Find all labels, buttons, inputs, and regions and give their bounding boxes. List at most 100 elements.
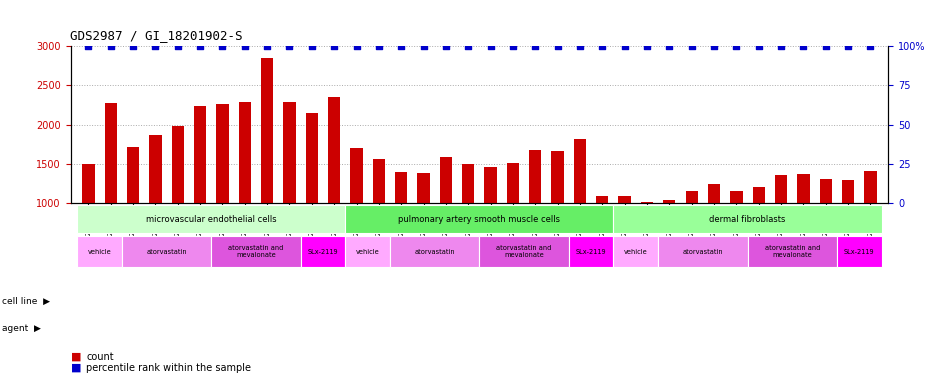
Bar	[351, 148, 363, 282]
Point	[461, 43, 476, 49]
Bar	[127, 147, 139, 282]
Point	[595, 43, 610, 49]
Bar	[239, 102, 251, 282]
Point	[438, 43, 453, 49]
Text: atorvastatin and
mevalonate: atorvastatin and mevalonate	[228, 245, 284, 258]
Point	[728, 43, 744, 49]
Bar	[753, 187, 765, 282]
Point	[282, 43, 297, 49]
Point	[751, 43, 766, 49]
Point	[550, 43, 565, 49]
Bar	[149, 135, 162, 282]
Point	[305, 43, 320, 49]
Bar	[664, 200, 676, 282]
Bar	[529, 150, 541, 282]
Bar	[573, 139, 587, 282]
Bar	[820, 179, 832, 282]
Point	[326, 43, 341, 49]
Text: SLx-2119: SLx-2119	[844, 249, 874, 255]
Point	[126, 43, 141, 49]
Text: SLx-2119: SLx-2119	[307, 249, 338, 255]
Point	[818, 43, 833, 49]
Bar	[345, 205, 614, 233]
Point	[394, 43, 409, 49]
Text: atorvastatin: atorvastatin	[147, 249, 187, 255]
Bar	[658, 237, 747, 267]
Text: pulmonary artery smooth muscle cells: pulmonary artery smooth muscle cells	[399, 215, 560, 223]
Bar	[797, 174, 809, 282]
Text: atorvastatin: atorvastatin	[415, 249, 455, 255]
Point	[774, 43, 789, 49]
Point	[483, 43, 498, 49]
Text: vehicle: vehicle	[87, 249, 112, 255]
Bar	[345, 237, 390, 267]
Point	[170, 43, 185, 49]
Bar	[306, 113, 318, 282]
Bar	[864, 171, 877, 282]
Point	[707, 43, 722, 49]
Bar	[82, 164, 95, 282]
Point	[416, 43, 431, 49]
Point	[527, 43, 542, 49]
Bar	[614, 205, 882, 233]
Bar	[417, 173, 430, 282]
Bar	[77, 205, 345, 233]
Bar	[283, 102, 295, 282]
Text: ■: ■	[70, 352, 81, 362]
Text: vehicle: vehicle	[356, 249, 380, 255]
Point	[148, 43, 163, 49]
Point	[840, 43, 855, 49]
Bar	[708, 184, 720, 282]
Point	[506, 43, 521, 49]
Point	[215, 43, 230, 49]
Point	[618, 43, 633, 49]
Bar	[730, 191, 743, 282]
Bar	[328, 97, 340, 282]
Text: microvascular endothelial cells: microvascular endothelial cells	[146, 215, 276, 223]
Text: atorvastatin and
mevalonate: atorvastatin and mevalonate	[496, 245, 552, 258]
Bar	[479, 237, 569, 267]
Bar	[194, 106, 206, 282]
Point	[193, 43, 208, 49]
Text: atorvastatin and
mevalonate: atorvastatin and mevalonate	[764, 245, 820, 258]
Bar	[507, 163, 519, 282]
Bar	[216, 104, 228, 282]
Text: percentile rank within the sample: percentile rank within the sample	[86, 363, 252, 373]
Point	[81, 43, 96, 49]
Text: atorvastatin: atorvastatin	[682, 249, 723, 255]
Bar	[685, 191, 697, 282]
Text: GDS2987 / GI_18201902-S: GDS2987 / GI_18201902-S	[70, 29, 243, 42]
Point	[371, 43, 386, 49]
Bar	[614, 237, 658, 267]
Point	[103, 43, 118, 49]
Bar	[775, 175, 787, 282]
Point	[796, 43, 811, 49]
Text: dermal fibroblasts: dermal fibroblasts	[710, 215, 786, 223]
Bar	[122, 237, 212, 267]
Point	[349, 43, 364, 49]
Bar	[837, 237, 882, 267]
Bar	[619, 196, 631, 282]
Text: ■: ■	[70, 363, 81, 373]
Point	[237, 43, 252, 49]
Bar	[484, 167, 496, 282]
Bar	[440, 157, 452, 282]
Text: agent  ▶: agent ▶	[2, 324, 40, 333]
Bar	[641, 202, 653, 282]
Text: count: count	[86, 352, 114, 362]
Bar	[261, 58, 274, 282]
Bar	[104, 103, 117, 282]
Bar	[390, 237, 479, 267]
Text: vehicle: vehicle	[624, 249, 648, 255]
Point	[863, 43, 878, 49]
Bar	[842, 180, 854, 282]
Bar	[372, 159, 385, 282]
Bar	[462, 164, 475, 282]
Point	[259, 43, 274, 49]
Bar	[77, 237, 122, 267]
Point	[684, 43, 699, 49]
Text: SLx-2119: SLx-2119	[576, 249, 606, 255]
Bar	[596, 196, 608, 282]
Point	[639, 43, 654, 49]
Bar	[552, 151, 564, 282]
